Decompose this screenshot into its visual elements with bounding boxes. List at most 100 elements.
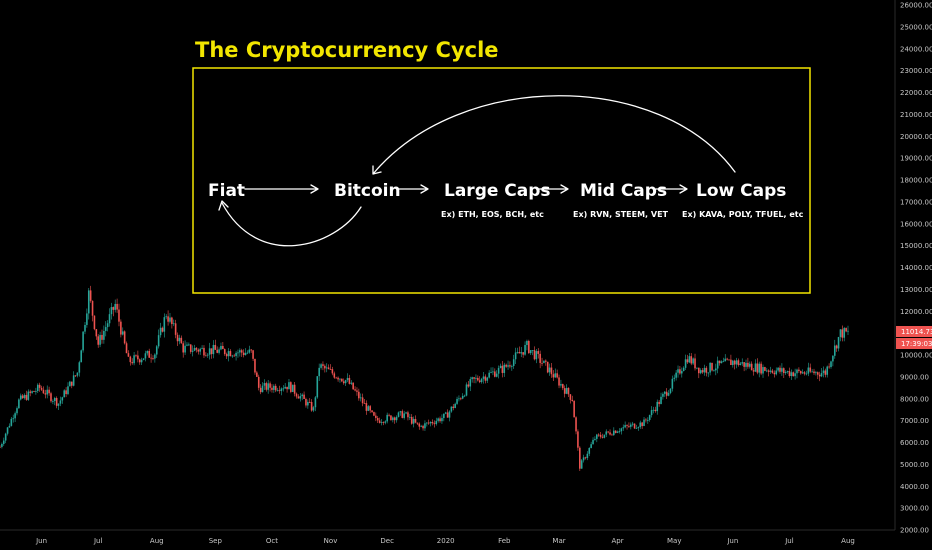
candle-down (567, 387, 570, 395)
candle-down (274, 385, 277, 391)
time-axis[interactable]: Jun Jul Aug Sep Oct Nov Dec 2020 Feb Mar Apr May Jun… (35, 537, 855, 545)
time-tick-label: Jul (93, 537, 103, 545)
candle-down (433, 423, 436, 425)
candle-down (242, 352, 245, 356)
candle-down (478, 380, 481, 383)
candle-up (165, 316, 168, 318)
candle-up (16, 408, 18, 414)
candle-up (140, 359, 143, 363)
candle-up (605, 431, 608, 435)
candle-up (448, 411, 451, 418)
candle-up (67, 386, 69, 395)
candle-up (316, 376, 319, 398)
candle-down (626, 425, 628, 426)
candle-up (144, 353, 147, 359)
candle-down (195, 347, 198, 350)
price-axis[interactable]: 2000.00 3000.00 4000.00 5000.00 6000.00 7000.… (900, 2, 932, 535)
candle-down (501, 365, 504, 373)
candle-up (469, 379, 472, 387)
candle-down (171, 317, 173, 325)
candle-up (714, 368, 717, 371)
candle-down (25, 394, 28, 400)
candle-up (656, 401, 659, 412)
candle-down (546, 361, 549, 373)
candle-up (36, 384, 39, 392)
candle-up (397, 412, 400, 417)
candle-up (231, 355, 234, 357)
candle-up (282, 388, 285, 390)
candle-up (631, 423, 634, 425)
candle-down (477, 377, 479, 381)
candle-down (150, 357, 152, 359)
candle-up (188, 344, 190, 346)
candle-up (318, 367, 320, 377)
candle-up (790, 372, 793, 376)
candle-down (48, 389, 50, 394)
candle-up (794, 373, 796, 377)
candle-up (6, 427, 9, 434)
candle-up (429, 421, 432, 424)
price-tick-label: 23000.00 (900, 67, 932, 75)
candle-down (297, 396, 300, 399)
candle-down (545, 360, 547, 362)
candle-up (291, 384, 294, 392)
candle-up (384, 421, 387, 423)
candle-down (358, 391, 360, 399)
candle-up (8, 425, 11, 428)
candle-up (59, 400, 62, 404)
candle-up (699, 370, 702, 374)
candle-down (845, 328, 847, 332)
candle-up (276, 390, 279, 392)
price-tick-label: 26000.00 (900, 2, 932, 10)
candle-down (633, 423, 636, 429)
candle-up (495, 373, 498, 377)
candle-up (826, 366, 829, 375)
candle-up (822, 370, 825, 374)
candle-up (193, 347, 196, 351)
candle-down (174, 323, 177, 335)
candle-down (120, 321, 122, 335)
candle-up (769, 370, 772, 372)
candle-down (733, 360, 736, 365)
candle-up (261, 385, 264, 393)
candle-down (74, 375, 77, 377)
candle-up (488, 372, 490, 378)
candle-up (682, 367, 685, 372)
candle-up (157, 335, 160, 347)
candle-down (556, 373, 558, 378)
annotation-box (192, 67, 811, 294)
candle-down (250, 349, 252, 351)
candle-up (186, 344, 188, 346)
candle-up (237, 352, 239, 354)
candle-down (711, 362, 713, 371)
candle-down (240, 350, 243, 353)
candle-down (533, 350, 536, 360)
candle-down (127, 353, 130, 357)
candle-down (214, 344, 217, 350)
time-tick-label: May (667, 537, 681, 545)
candle-up (10, 418, 13, 426)
candle-down (161, 327, 164, 332)
candle-up (307, 401, 309, 406)
last-price-badge: 11014.73 (896, 326, 932, 337)
candle-up (720, 361, 723, 364)
candle-up (669, 388, 672, 393)
candle-up (554, 373, 557, 378)
candle-down (505, 364, 507, 367)
candle-up (172, 323, 175, 325)
candle-down (329, 369, 332, 370)
candle-up (288, 382, 290, 390)
candle-down (410, 416, 413, 424)
candle-down (116, 303, 118, 310)
candle-up (142, 358, 145, 360)
last-price-value: 11014.73 (901, 328, 932, 336)
candle-down (813, 371, 815, 374)
price-tick-label: 13000.00 (900, 286, 932, 294)
candle-down (393, 417, 396, 421)
candle-down (460, 398, 462, 400)
price-tick-label: 5000.00 (900, 461, 929, 469)
candle-up (620, 428, 623, 432)
candle-up (592, 439, 594, 445)
candle-up (703, 367, 706, 373)
